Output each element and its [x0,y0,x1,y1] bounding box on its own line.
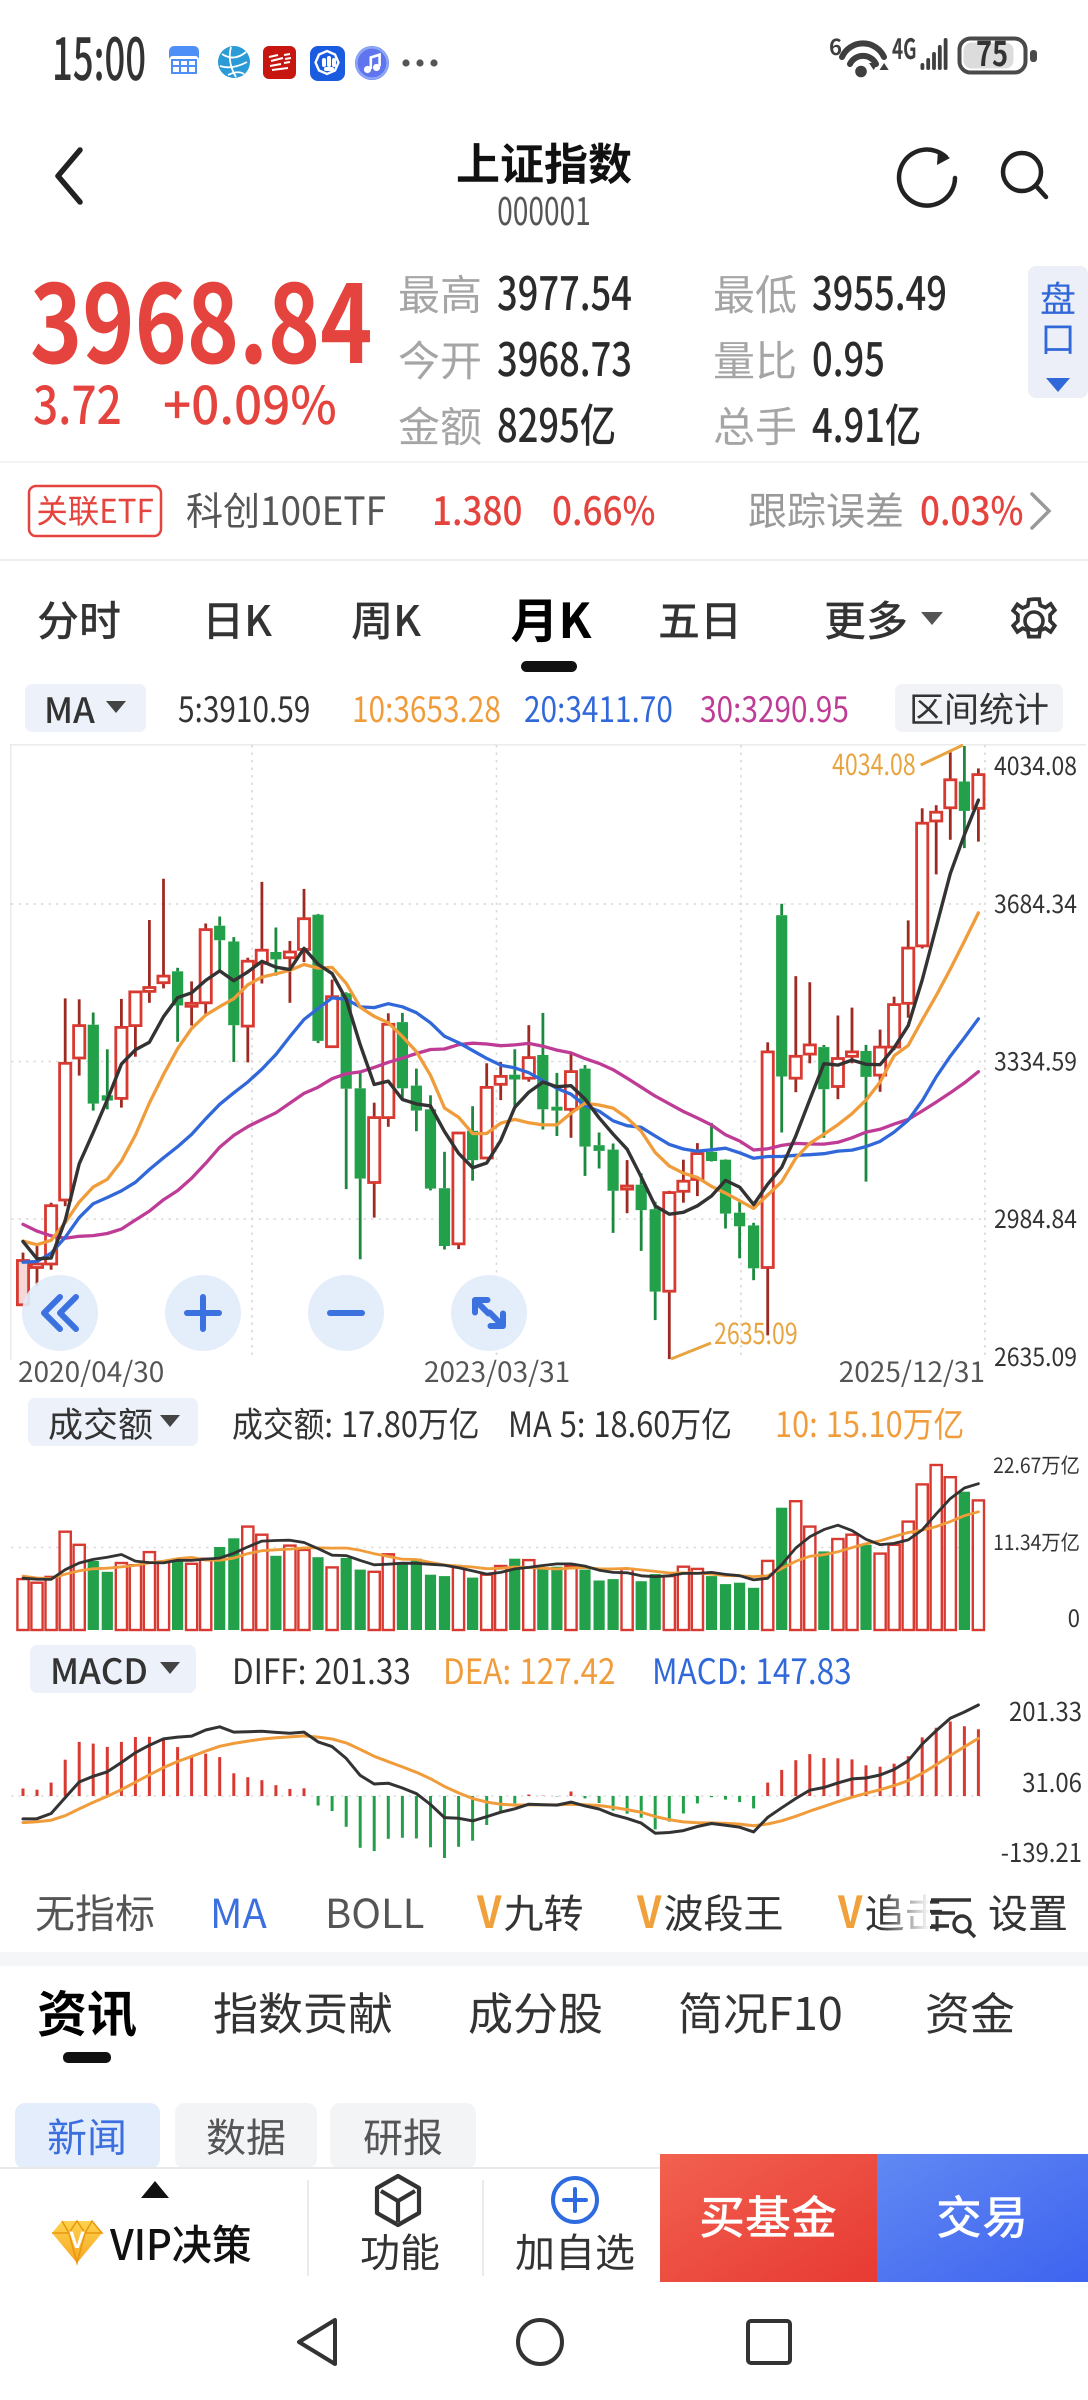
svg-text:V: V [69,2227,85,2254]
